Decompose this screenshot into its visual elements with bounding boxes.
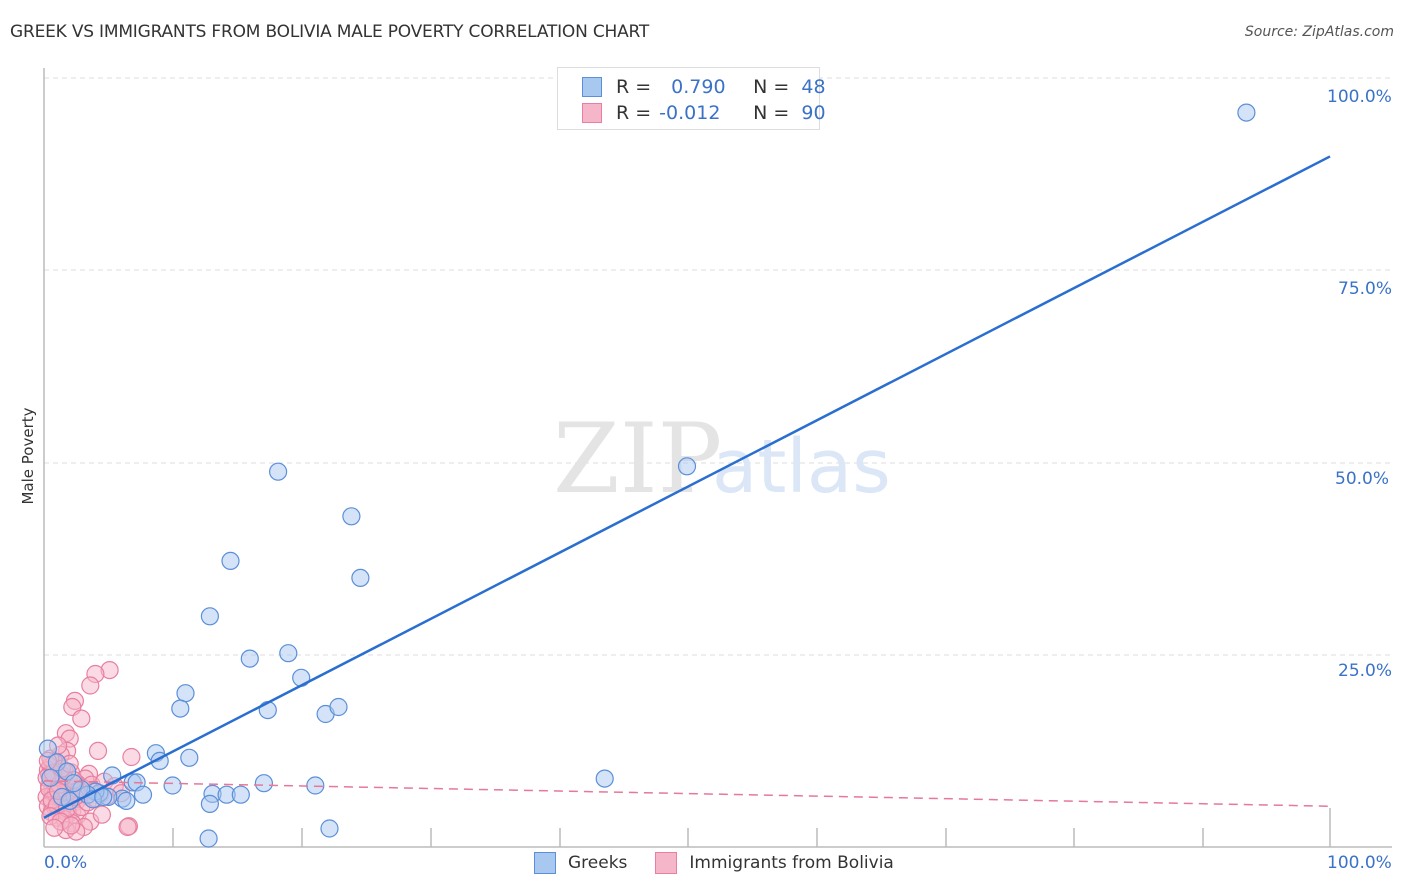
- data-point: [231, 785, 250, 804]
- y-tick-100: 100.0%: [1327, 87, 1392, 107]
- data-point: [176, 684, 195, 703]
- data-point: [118, 817, 137, 837]
- watermark: ZIP atlas: [553, 403, 891, 515]
- data-point: [133, 785, 153, 804]
- data-point: [595, 769, 614, 788]
- data-point: [342, 507, 361, 526]
- data-point: [351, 568, 370, 588]
- data-point: [200, 794, 219, 814]
- data-point: [200, 607, 219, 626]
- legend-item-bolivia[interactable]: Immigrants from Bolivia: [655, 852, 894, 874]
- y-tick-25: 25.0%: [1338, 661, 1393, 681]
- data-point: [1237, 103, 1256, 122]
- legend-label: Immigrants from Bolivia: [689, 853, 894, 873]
- n-label: N =: [753, 102, 790, 124]
- gridlines: [44, 77, 1392, 656]
- legend-row-bolivia: R = -0.012 N = 90: [582, 101, 826, 125]
- n-value: 90: [801, 102, 826, 124]
- r-label: R =: [616, 76, 652, 98]
- data-point: [122, 747, 141, 767]
- x-tick-0: 0.0%: [44, 853, 88, 873]
- data-point: [240, 649, 259, 668]
- bolivia-swatch: [582, 103, 602, 123]
- greeks-swatch: [534, 852, 556, 874]
- watermark-atlas: atlas: [712, 424, 891, 510]
- y-tick-75: 75.0%: [1338, 279, 1393, 299]
- legend-item-greeks[interactable]: Greeks: [534, 852, 627, 874]
- y-tick-50: 50.0%: [1335, 469, 1390, 489]
- data-point: [72, 709, 91, 728]
- data-point: [221, 551, 240, 571]
- data-point: [199, 829, 218, 848]
- n-value: 48: [801, 76, 826, 98]
- chart-title: GREEK VS IMMIGRANTS FROM BOLIVIA MALE PO…: [10, 22, 650, 42]
- x-axis-ticks: [172, 808, 1331, 847]
- data-point: [279, 644, 298, 663]
- r-label: R =: [616, 102, 652, 124]
- series-greeks: [38, 103, 1256, 848]
- r-value: -0.012: [659, 102, 721, 124]
- x-tick-100: 100.0%: [1327, 853, 1392, 873]
- legend-label: Greeks: [568, 853, 628, 873]
- data-point: [41, 768, 60, 787]
- n-label: N =: [753, 76, 790, 98]
- bolivia-swatch: [655, 852, 678, 874]
- data-point: [171, 699, 190, 718]
- data-point: [180, 748, 199, 767]
- data-point: [45, 818, 64, 837]
- data-point: [320, 819, 339, 838]
- greeks-swatch: [582, 77, 602, 97]
- data-point: [88, 741, 108, 761]
- data-point: [677, 457, 697, 476]
- r-value: 0.790: [671, 76, 726, 98]
- data-point: [163, 776, 182, 795]
- watermark-zip: ZIP: [553, 403, 722, 515]
- data-point: [81, 676, 100, 695]
- source-credit: Source: ZipAtlas.com: [1244, 24, 1394, 40]
- data-point: [92, 805, 112, 824]
- bolivia-trendline: [43, 780, 1331, 807]
- data-point: [61, 816, 81, 835]
- data-point: [38, 739, 58, 758]
- data-point: [329, 697, 348, 717]
- data-point: [117, 791, 136, 811]
- data-point: [269, 462, 288, 481]
- legend-row-greeks: R = 0.790 N = 48: [582, 75, 826, 99]
- data-point: [254, 774, 273, 793]
- data-point: [64, 774, 83, 793]
- axes: [43, 68, 1392, 848]
- greeks-trendline: [43, 155, 1331, 819]
- correlation-legend: R = 0.790 N = 48 R = -0.012 N = 90: [557, 67, 826, 130]
- data-point: [258, 700, 277, 720]
- series-legend: Greeks Immigrants from Bolivia: [534, 852, 922, 874]
